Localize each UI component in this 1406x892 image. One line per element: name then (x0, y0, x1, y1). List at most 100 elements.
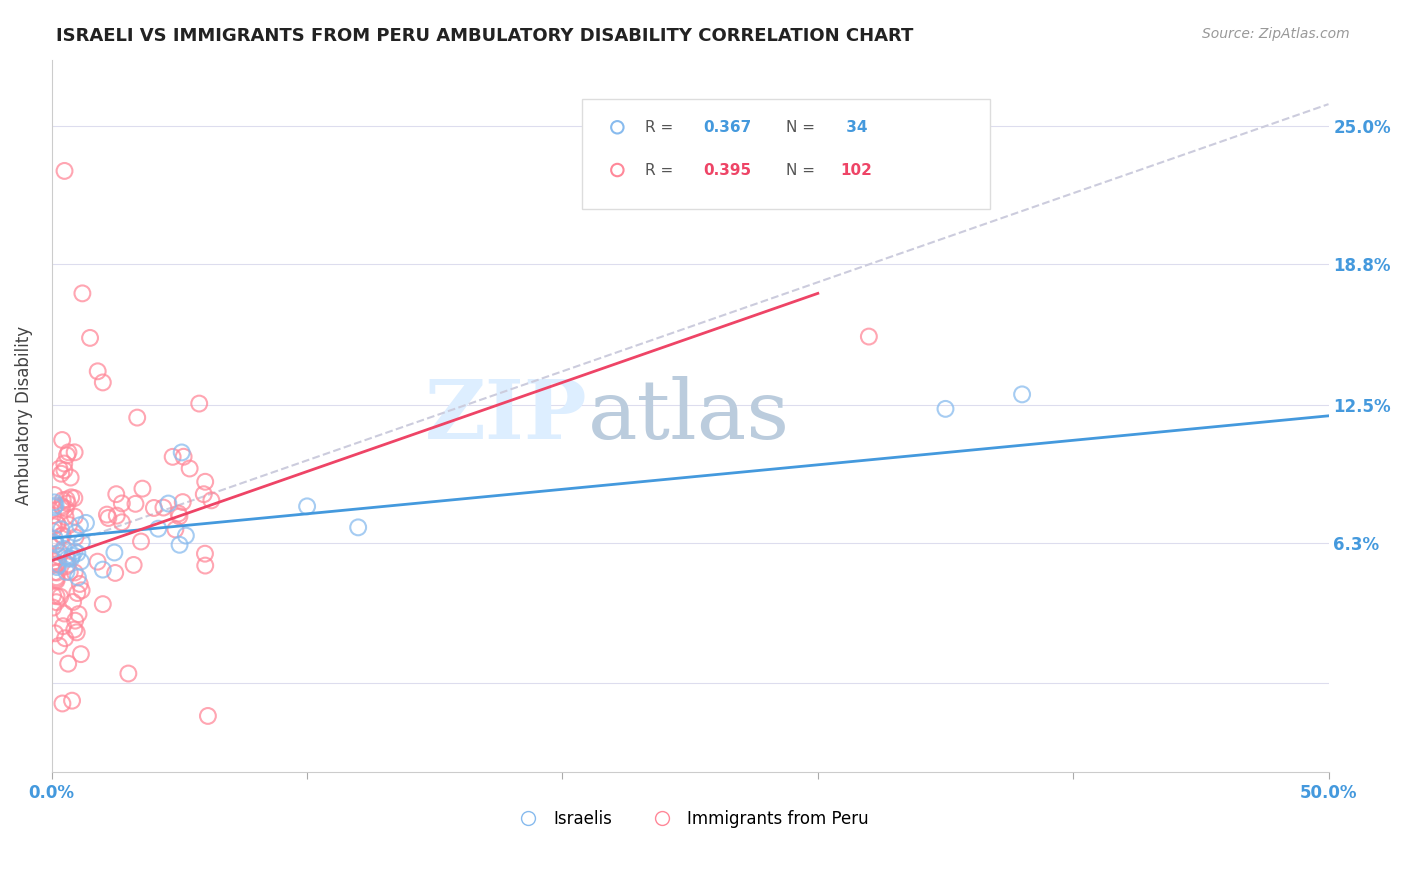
Point (96, 508, 118, 522)
Point (42, 508, 65, 523)
Point (44, 488, 66, 502)
Point (65, 525, 87, 540)
Point (46, 557, 69, 571)
Point (858, 329, 880, 343)
Point (53, 607, 76, 621)
Point (42, 600, 65, 615)
Text: 102: 102 (841, 162, 873, 178)
Text: atlas: atlas (588, 376, 790, 456)
Text: N =: N = (786, 162, 820, 178)
Point (148, 522, 170, 536)
Point (66, 546, 89, 560)
Point (65, 530, 87, 544)
Point (44, 535, 66, 549)
Point (46, 566, 69, 580)
Point (42, 589, 65, 603)
Point (59, 470, 82, 484)
Point (295, 500, 318, 514)
Point (194, 547, 217, 561)
Point (45, 589, 67, 603)
Point (52, 493, 75, 508)
Point (69, 577, 91, 591)
Point (49, 590, 72, 604)
Point (170, 445, 193, 459)
Point (174, 528, 197, 542)
Point (44, 566, 66, 580)
Point (52, 528, 75, 542)
Point (162, 450, 184, 464)
Point (86, 364, 108, 378)
Point (188, 396, 211, 410)
Point (42, 519, 65, 533)
Point (105, 508, 128, 523)
Point (124, 497, 146, 511)
Point (72, 286, 94, 301)
Text: N =: N = (786, 120, 820, 135)
Point (44, 554, 66, 568)
Point (69, 518, 91, 533)
Point (51, 499, 73, 513)
Point (167, 507, 190, 521)
Point (44, 495, 66, 509)
Text: 0.367: 0.367 (703, 120, 751, 135)
Point (91, 563, 114, 577)
Point (60, 551, 83, 566)
Point (56, 551, 79, 566)
Point (60, 694, 83, 708)
Point (62, 595, 84, 609)
Point (70, 554, 93, 568)
Point (58, 445, 80, 459)
Point (179, 461, 201, 475)
Point (194, 475, 217, 489)
Point (63, 509, 86, 524)
Point (56, 558, 79, 572)
Point (52, 541, 75, 556)
FancyBboxPatch shape (582, 99, 990, 210)
Point (142, 500, 165, 515)
Text: Source: ZipAtlas.com: Source: ZipAtlas.com (1202, 27, 1350, 41)
Point (111, 516, 134, 530)
Point (55, 509, 77, 524)
Point (67, 607, 90, 621)
Point (45, 537, 67, 551)
Point (51, 467, 73, 481)
Point (105, 487, 128, 501)
Point (58, 518, 80, 533)
Point (45, 537, 67, 551)
Point (55, 565, 77, 579)
Point (127, 410, 149, 425)
Point (45, 570, 67, 584)
Point (51, 697, 73, 711)
Point (157, 496, 180, 510)
Legend: Israelis, Immigrants from Peru: Israelis, Immigrants from Peru (505, 804, 876, 835)
Point (104, 566, 127, 580)
Point (60, 549, 83, 563)
Point (48, 639, 70, 653)
Point (51, 522, 73, 536)
Point (55, 492, 77, 507)
Point (48, 461, 70, 475)
Point (56, 448, 79, 462)
Point (70, 647, 93, 661)
Point (44, 626, 66, 640)
Text: R =: R = (645, 120, 679, 135)
Point (172, 495, 194, 509)
Point (42, 524, 65, 539)
Y-axis label: Ambulatory Disability: Ambulatory Disability (15, 326, 32, 506)
Point (51, 500, 73, 515)
Point (122, 558, 145, 572)
Point (66, 570, 89, 584)
Point (70, 583, 93, 598)
Point (55, 501, 77, 516)
Point (63, 491, 86, 505)
Point (45, 574, 67, 588)
Point (55, 549, 77, 564)
Point (193, 487, 215, 501)
Point (194, 558, 217, 573)
Point (152, 500, 174, 515)
Point (70, 535, 93, 549)
Point (131, 482, 153, 496)
Point (46, 560, 69, 574)
Point (45, 595, 67, 609)
Point (44, 532, 66, 546)
